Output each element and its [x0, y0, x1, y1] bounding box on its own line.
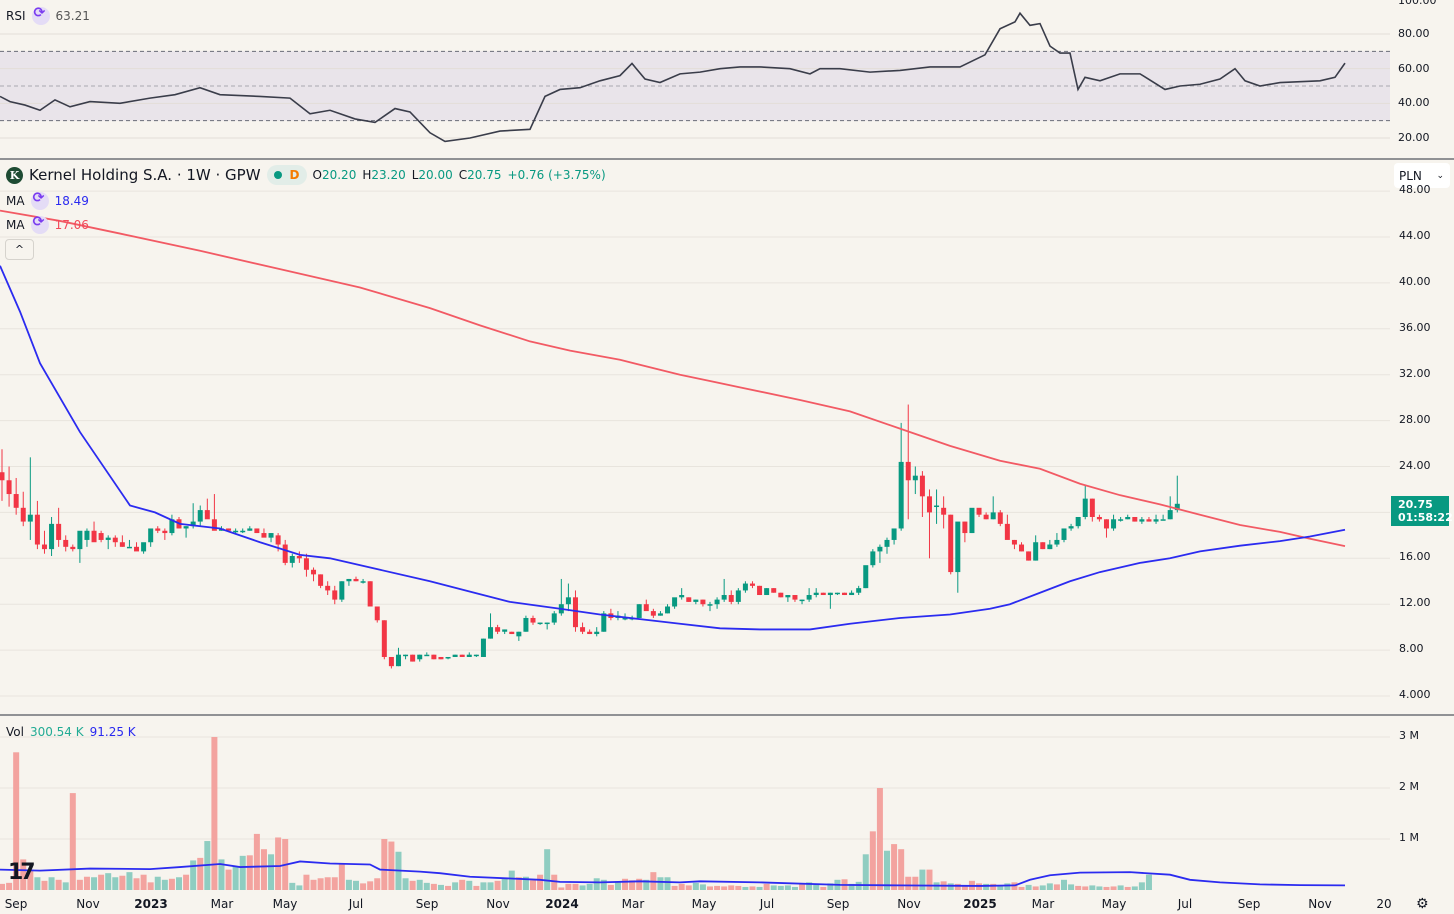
rsi-label: RSI — [6, 9, 26, 23]
ohlc-values: O20.20 H23.20 L20.00 C20.75 +0.76 (+3.75… — [313, 168, 606, 182]
time-axis-label: Mar — [1031, 897, 1055, 911]
symbol-header: K Kernel Holding S.A. · 1W · GPW D O20.2… — [6, 165, 606, 185]
change-value: +0.76 (+3.75%) — [507, 168, 606, 182]
time-axis-label: 2024 — [545, 897, 579, 911]
currency-select[interactable]: PLN ⌄ — [1394, 163, 1450, 188]
axis-tick-label: 24.00 — [1399, 458, 1431, 472]
last-price-tag: 20.75 01:58:22 — [1391, 496, 1453, 526]
refresh-icon[interactable] — [31, 5, 50, 25]
volume-ma-value: 91.25 K — [89, 725, 136, 739]
time-axis-label: May — [272, 897, 298, 911]
time-axis-label: Mar — [621, 897, 645, 911]
axis-tick-label: 16.00 — [1399, 550, 1431, 564]
time-axis-label: Jul — [1177, 897, 1193, 911]
ma2-label: MA — [6, 218, 25, 232]
volume-value: 300.54 K — [29, 725, 84, 739]
axis-tick-label: 60.00 — [1398, 62, 1430, 75]
ma1-label: MA — [6, 194, 25, 208]
axis-tick-label: 32.00 — [1399, 366, 1431, 380]
rsi-value: 63.21 — [55, 9, 90, 23]
axis-tick-label: 36.00 — [1399, 320, 1431, 334]
axis-tick-label: 2 M — [1399, 780, 1419, 793]
settings-gear-icon[interactable]: ⚙ — [1416, 896, 1429, 912]
bar-countdown: 01:58:22 — [1398, 511, 1453, 524]
time-axis-label: Jul — [759, 897, 775, 911]
refresh-icon[interactable] — [30, 214, 49, 234]
ma2-value: 17.06 — [54, 218, 89, 232]
time-axis-label: Sep — [1237, 897, 1261, 911]
low-key: L — [411, 168, 419, 182]
time-axis-label: Sep — [826, 897, 850, 911]
delayed-badge: D — [289, 168, 300, 182]
time-axis-label: 2025 — [963, 897, 997, 911]
time-axis-label: May — [691, 897, 717, 911]
low-value: 20.00 — [418, 168, 453, 182]
close-value: 20.75 — [467, 168, 502, 182]
axis-tick-label: 8.00 — [1399, 642, 1424, 656]
time-axis-label: Mar — [210, 897, 234, 911]
axis-tick-label: 12.00 — [1399, 596, 1431, 610]
ma1-value: 18.49 — [54, 194, 89, 208]
time-axis-label: 20 — [1376, 897, 1392, 911]
market-open-dot-icon — [273, 171, 282, 179]
axis-tick-label: 100.00 — [1398, 0, 1437, 7]
volume-legend: Vol 300.54 K 91.25 K — [6, 725, 136, 739]
last-price: 20.75 — [1398, 498, 1433, 511]
open-value: 20.20 — [321, 168, 357, 182]
chevron-down-icon: ⌄ — [1436, 170, 1444, 181]
axis-tick-label: 3 M — [1399, 729, 1419, 742]
time-axis-label: May — [1101, 897, 1127, 911]
currency-value: PLN — [1399, 168, 1422, 183]
axis-tick-label: 28.00 — [1399, 412, 1431, 426]
high-value: 23.20 — [371, 168, 406, 182]
time-axis-label: Nov — [1308, 897, 1332, 911]
market-status-pill[interactable]: D — [266, 165, 307, 185]
open-key: O — [312, 168, 322, 182]
time-axis-label: Nov — [486, 897, 510, 911]
refresh-icon[interactable] — [30, 190, 49, 210]
ma1-legend: MA 18.49 — [6, 190, 89, 210]
axis-tick-label: 44.00 — [1399, 229, 1431, 242]
axis-tick-label: 48.00 — [1399, 183, 1431, 197]
axis-tick-label: 40.00 — [1399, 274, 1431, 288]
time-axis-label: Sep — [415, 897, 439, 911]
ma2-legend: MA 17.06 — [6, 214, 89, 234]
axis-tick-label: 20.00 — [1398, 131, 1430, 144]
tradingview-logo-icon[interactable]: 17 — [8, 860, 36, 885]
high-key: H — [362, 168, 372, 182]
time-axis-label: Sep — [4, 897, 28, 911]
close-key: C — [458, 168, 468, 182]
symbol-title[interactable]: Kernel Holding S.A. · 1W · GPW — [29, 166, 261, 184]
time-axis-label: Nov — [76, 897, 100, 911]
time-axis-label: Jul — [348, 897, 364, 911]
volume-label: Vol — [6, 725, 24, 739]
collapse-legend-button[interactable]: ^ — [5, 239, 34, 260]
company-logo-icon: K — [6, 166, 23, 184]
axis-tick-label: 80.00 — [1398, 27, 1430, 40]
chevron-up-icon: ^ — [14, 243, 25, 256]
axis-tick-label: 40.00 — [1398, 96, 1430, 109]
rsi-legend: RSI 63.21 — [6, 5, 90, 25]
time-axis-label: 2023 — [134, 897, 168, 911]
axis-tick-label: 1 M — [1399, 831, 1419, 844]
axis-tick-label: 4.000 — [1399, 688, 1431, 701]
time-axis-label: Nov — [897, 897, 921, 911]
